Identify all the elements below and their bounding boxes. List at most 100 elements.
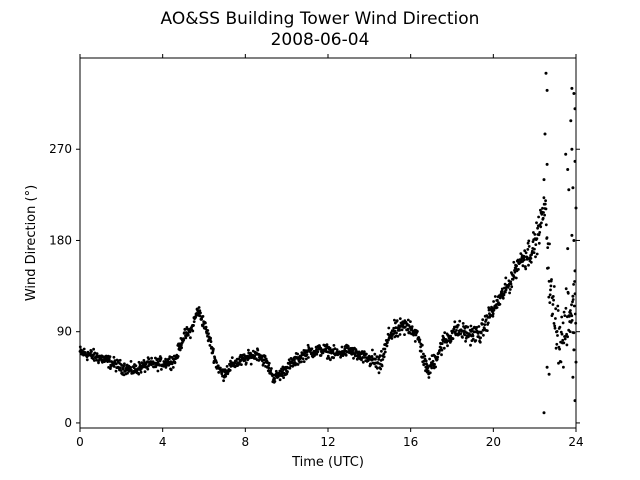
data-point <box>374 357 377 361</box>
data-point <box>358 355 362 358</box>
data-point <box>471 334 475 338</box>
data-point <box>140 367 143 370</box>
data-point <box>339 355 342 359</box>
data-point <box>562 365 565 369</box>
data-point <box>536 226 539 230</box>
data-point <box>240 363 243 366</box>
data-point <box>547 372 551 376</box>
data-point <box>562 310 566 314</box>
data-point <box>526 256 529 259</box>
data-point <box>301 357 305 361</box>
data-point <box>217 371 221 374</box>
data-point <box>572 331 576 335</box>
data-point <box>398 333 402 336</box>
data-point <box>293 358 296 362</box>
data-point <box>538 231 542 234</box>
data-point <box>229 365 233 368</box>
data-point <box>212 347 215 351</box>
data-point <box>368 357 371 361</box>
data-point <box>82 347 86 351</box>
data-point <box>485 329 489 332</box>
data-point <box>545 365 549 369</box>
data-point <box>266 369 270 373</box>
data-point <box>568 315 571 318</box>
data-point <box>513 270 517 274</box>
data-point <box>122 364 126 368</box>
data-point <box>559 360 563 364</box>
data-point <box>549 284 553 288</box>
data-point <box>495 306 499 309</box>
data-point <box>299 356 303 360</box>
data-point <box>215 361 219 364</box>
data-point <box>329 358 332 362</box>
data-point <box>188 330 192 334</box>
data-point <box>479 331 483 335</box>
data-point <box>544 71 548 75</box>
data-point <box>253 354 256 358</box>
data-point <box>422 352 425 356</box>
data-point <box>498 302 502 306</box>
data-point <box>549 288 552 292</box>
data-point <box>428 357 431 361</box>
data-point <box>273 377 276 381</box>
data-point <box>433 362 436 366</box>
data-point <box>566 291 570 295</box>
data-point <box>267 361 271 365</box>
data-point <box>556 304 560 308</box>
data-point <box>527 239 531 243</box>
x-tick-label: 0 <box>76 435 84 449</box>
data-point <box>535 252 539 256</box>
data-point <box>554 346 558 350</box>
data-point <box>529 257 533 260</box>
data-point <box>566 247 570 251</box>
data-point <box>551 295 555 298</box>
data-point <box>544 223 548 227</box>
data-point <box>209 340 213 343</box>
data-point <box>361 356 365 359</box>
data-point <box>570 319 574 322</box>
data-point <box>107 357 111 361</box>
data-point <box>502 293 506 297</box>
data-point <box>508 288 512 291</box>
x-tick-label: 16 <box>403 435 418 449</box>
data-point <box>482 333 485 337</box>
data-point <box>548 293 552 297</box>
data-point <box>569 309 572 312</box>
data-point <box>178 348 182 352</box>
data-point <box>383 347 387 351</box>
data-point <box>346 345 350 348</box>
data-point <box>487 306 491 309</box>
data-point <box>481 322 484 326</box>
data-point <box>423 354 427 358</box>
axes: 0 4 8 12 16 20 24 0 90 180 270 <box>49 54 584 449</box>
data-point <box>225 365 229 368</box>
y-axis-label: Wind Direction (°) <box>24 185 39 301</box>
data-point <box>171 366 175 369</box>
data-point <box>545 236 549 240</box>
data-point <box>413 331 416 335</box>
data-point <box>469 330 473 333</box>
data-point <box>510 285 514 289</box>
data-point <box>566 335 569 339</box>
data-point <box>403 325 407 329</box>
data-point <box>503 286 506 290</box>
data-point <box>237 357 241 361</box>
data-point <box>119 369 123 372</box>
data-point <box>206 329 210 332</box>
data-point <box>289 364 292 368</box>
data-point <box>553 326 557 330</box>
data-point <box>555 342 559 346</box>
data-point <box>114 362 118 366</box>
data-point <box>420 343 424 347</box>
data-point <box>504 276 508 280</box>
data-point <box>573 280 576 283</box>
data-point <box>382 355 386 359</box>
data-point <box>112 365 116 368</box>
data-point <box>435 358 439 361</box>
data-point <box>426 366 430 370</box>
data-point <box>492 300 495 303</box>
data-point <box>112 355 116 359</box>
data-point <box>511 277 515 281</box>
data-point <box>335 348 339 351</box>
data-point <box>558 347 561 351</box>
